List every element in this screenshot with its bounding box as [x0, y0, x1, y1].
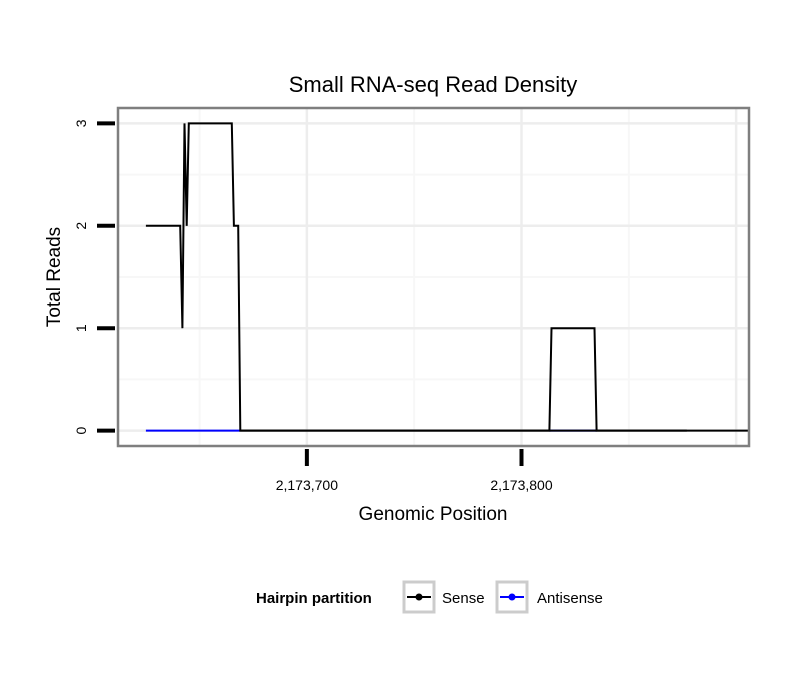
x-tick-label: 2,173,800 [490, 477, 552, 493]
y-tick-label: 3 [73, 119, 89, 127]
legend-point-sense [415, 593, 423, 601]
y-tick-label: 1 [73, 324, 89, 332]
y-tick-label: 0 [73, 427, 89, 435]
panel-border [116, 106, 751, 448]
legend-point-antisense [508, 593, 516, 601]
x-axis: 2,173,700 2,173,800 [276, 449, 553, 493]
legend-item-antisense: Antisense [495, 580, 603, 614]
x-tick-label: 2,173,700 [276, 477, 338, 493]
legend-label-antisense: Antisense [537, 590, 603, 607]
x-axis-title: Genomic Position [359, 504, 508, 525]
legend-item-sense: Sense [402, 580, 485, 614]
grid [118, 108, 749, 446]
series-line-sense [145, 122, 749, 432]
series-group [145, 122, 749, 432]
series-line-sense-peak2 [240, 327, 687, 432]
y-axis-title: Total Reads [44, 227, 65, 327]
y-tick-label: 2 [73, 222, 89, 230]
chart-title: Small RNA-seq Read Density [289, 72, 578, 97]
legend-title: Hairpin partition [256, 590, 372, 607]
y-axis: 0 1 2 3 [73, 119, 115, 435]
legend-label-sense: Sense [442, 590, 485, 607]
legend: Hairpin partition Sense Antisense [256, 580, 603, 614]
